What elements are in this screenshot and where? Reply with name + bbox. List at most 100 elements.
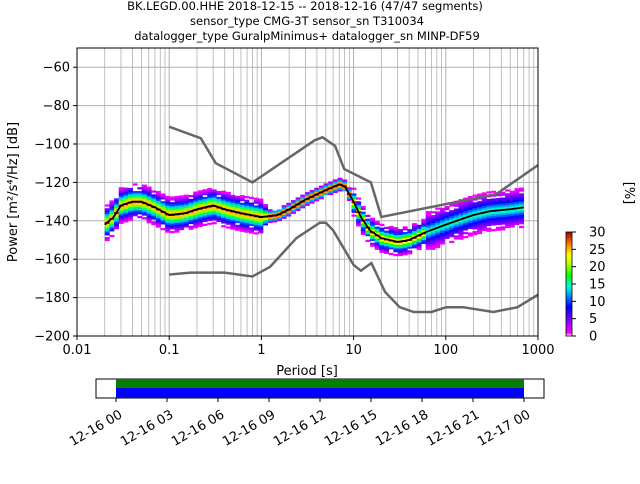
heatmap-cell xyxy=(370,227,376,230)
heatmap-cell xyxy=(374,226,380,229)
heatmap-cell xyxy=(239,208,245,211)
heatmap-cell xyxy=(160,222,166,225)
heatmap-cell xyxy=(202,214,208,217)
heatmap-cell xyxy=(235,220,241,224)
heatmap-cell xyxy=(137,192,143,196)
colorbar-gradient xyxy=(565,231,573,337)
heatmap-cell xyxy=(128,214,133,218)
heatmap-cell xyxy=(519,214,525,217)
heatmap-cell xyxy=(477,226,483,229)
heatmap-cell xyxy=(519,195,525,198)
heatmap-cell xyxy=(165,226,171,229)
heatmap-cell xyxy=(519,210,525,213)
heatmap-cell xyxy=(398,232,403,236)
heatmap-cell xyxy=(193,214,199,217)
heatmap-cell xyxy=(467,220,473,224)
heatmap-cell xyxy=(402,237,408,241)
heatmap-cell xyxy=(197,211,203,214)
heatmap-cell xyxy=(249,221,255,225)
heatmap-cell xyxy=(416,242,422,245)
heatmap-cell xyxy=(174,205,180,208)
heatmap-cell xyxy=(132,208,138,211)
heatmap-cell xyxy=(202,208,208,211)
heatmap-cell xyxy=(500,212,506,216)
heatmap-cell xyxy=(141,184,147,187)
heatmap-cell xyxy=(458,235,464,238)
heatmap-cell xyxy=(104,227,110,230)
heatmap-cell xyxy=(197,196,203,199)
heatmap-cell xyxy=(435,219,441,222)
heatmap-cell xyxy=(169,207,175,211)
heatmap-cell xyxy=(500,193,506,196)
heatmap-cell xyxy=(244,195,250,199)
heatmap-cell xyxy=(193,218,199,221)
heatmap-cell xyxy=(491,217,497,220)
heatmap-cell xyxy=(193,212,199,215)
heatmap-cell xyxy=(141,203,147,207)
heatmap-cell xyxy=(174,224,180,227)
heatmap-cell xyxy=(118,210,124,213)
y-tick-label: −120 xyxy=(34,176,70,191)
heatmap-cell xyxy=(239,206,245,209)
heatmap-cell xyxy=(407,242,413,245)
heatmap-cell xyxy=(114,213,120,216)
heatmap-cell xyxy=(225,193,231,196)
heatmap-cell xyxy=(360,230,366,234)
heatmap-cell xyxy=(477,206,483,210)
heatmap-cell xyxy=(519,220,525,223)
heatmap-cell xyxy=(216,200,222,203)
heatmap-cell xyxy=(491,198,497,201)
heatmap-cell xyxy=(425,220,431,223)
heatmap-cell xyxy=(416,247,422,251)
heatmap-cell xyxy=(137,204,143,207)
heatmap-cell xyxy=(425,218,431,221)
heatmap-cell xyxy=(370,242,376,245)
nlnm-curve xyxy=(169,221,539,314)
heatmap-cell xyxy=(477,224,483,227)
heatmap-cell xyxy=(155,200,161,203)
heatmap-cell xyxy=(388,243,394,246)
heatmap-cell xyxy=(351,197,357,200)
heatmap-cell xyxy=(249,212,255,215)
heatmap-cell xyxy=(141,213,147,216)
heatmap-cell xyxy=(439,230,445,233)
heatmap-cell xyxy=(449,219,455,222)
heatmap-cell xyxy=(118,221,124,224)
heatmap-cell xyxy=(439,213,445,216)
heatmap-cell xyxy=(384,240,390,243)
heatmap-cell xyxy=(500,218,506,221)
heatmap-cell xyxy=(458,206,464,210)
heatmap-cell xyxy=(467,205,473,208)
heatmap-cell xyxy=(128,195,133,198)
heatmap-cell xyxy=(416,232,422,235)
heatmap-cell xyxy=(104,219,110,222)
heatmap-cell xyxy=(435,220,441,224)
heatmap-cell xyxy=(407,244,413,247)
heatmap-cell xyxy=(146,213,152,216)
heatmap-cell xyxy=(174,207,180,210)
heatmap-cell xyxy=(109,204,115,207)
heatmap-cell xyxy=(514,222,520,225)
heatmap-cell xyxy=(174,195,180,199)
heatmap-cell xyxy=(421,224,427,227)
heatmap-cell xyxy=(393,242,399,245)
heatmap-cell xyxy=(165,224,171,227)
heatmap-cell xyxy=(263,217,268,220)
heatmap-cell xyxy=(486,214,492,217)
heatmap-cell xyxy=(104,238,110,242)
heatmap-cell xyxy=(188,198,194,202)
heatmap-cell xyxy=(211,200,217,204)
heatmap-cell xyxy=(481,198,487,201)
heatmap-cell xyxy=(430,215,436,218)
heatmap-cell xyxy=(263,211,268,214)
heatmap-cell xyxy=(281,205,287,208)
heatmap-cell xyxy=(202,198,208,201)
heatmap-cell xyxy=(495,205,501,208)
heatmap-cell xyxy=(174,230,180,233)
heatmap-cell xyxy=(263,207,268,211)
heatmap-cell xyxy=(132,196,138,200)
heatmap-cell xyxy=(491,221,497,224)
heatmap-cell xyxy=(365,222,371,225)
heatmap-cell xyxy=(435,224,441,228)
